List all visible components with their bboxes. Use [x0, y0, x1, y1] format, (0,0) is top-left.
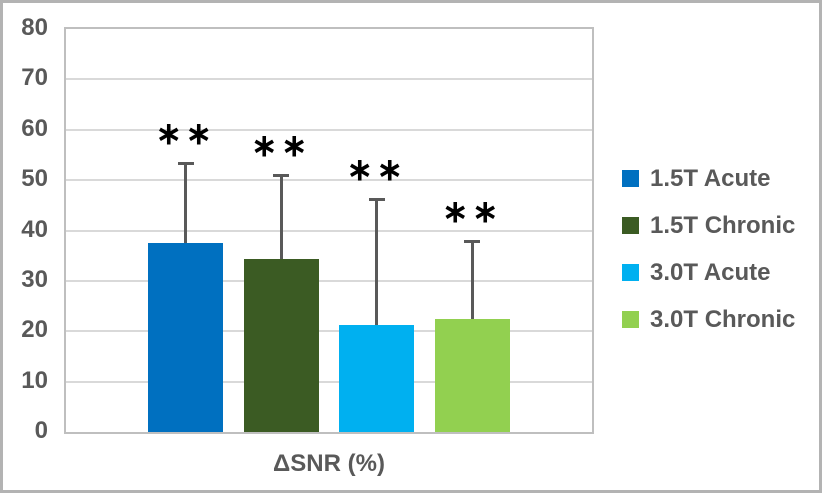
gridline — [66, 279, 592, 282]
x-axis-title: ΔSNR (%) — [273, 450, 385, 477]
significance-annotation: ∗∗ — [346, 152, 407, 188]
error-bar-line — [184, 162, 188, 244]
error-bar-cap — [464, 240, 481, 244]
bar-1-5t-chronic — [243, 259, 319, 432]
legend-swatch — [622, 264, 639, 281]
legend-swatch — [622, 311, 639, 328]
y-tick-label: 50 — [21, 165, 48, 193]
y-tick-label: 40 — [21, 215, 48, 243]
legend-item-3-0t-chronic: 3.0T Chronic — [622, 296, 795, 343]
error-bar-cap — [368, 198, 385, 202]
y-tick-label: 60 — [21, 114, 48, 142]
gridline — [66, 229, 592, 232]
bar-3-0t-chronic — [434, 318, 510, 432]
y-tick-label: 30 — [21, 265, 48, 293]
legend-swatch — [622, 217, 639, 234]
y-tick-label: 0 — [34, 417, 48, 444]
gridline — [66, 330, 592, 333]
legend-label: 3.0T Chronic — [650, 305, 796, 333]
y-tick-label: 80 — [21, 14, 48, 41]
gridline — [66, 179, 592, 182]
gridline — [66, 380, 592, 383]
gridline — [66, 78, 592, 81]
legend-swatch — [622, 170, 639, 187]
legend-item-1-5t-acute: 1.5T Acute — [622, 155, 795, 202]
y-axis: 0 10 20 30 40 50 60 70 80 — [3, 3, 48, 490]
plot-area: ∗∗ ∗∗ ∗∗ ∗∗ — [64, 27, 594, 434]
error-bar-cap — [273, 173, 290, 177]
error-bar-cap — [177, 162, 194, 166]
error-bar-line — [279, 173, 283, 260]
y-tick-label: 70 — [21, 64, 48, 92]
significance-annotation: ∗∗ — [442, 194, 503, 230]
legend-item-3-0t-acute: 3.0T Acute — [622, 249, 795, 296]
significance-annotation: ∗∗ — [251, 127, 312, 163]
legend-item-1-5t-chronic: 1.5T Chronic — [622, 202, 795, 249]
legend: 1.5T Acute 1.5T Chronic 3.0T Acute 3.0T Chr… — [622, 155, 795, 343]
bar-1-5t-acute — [148, 243, 224, 432]
legend-label: 3.0T Acute — [650, 258, 771, 286]
legend-label: 1.5T Acute — [650, 164, 771, 192]
y-tick-label: 20 — [21, 316, 48, 344]
error-bar-line — [470, 240, 474, 319]
gridline — [66, 128, 592, 131]
error-bar-line — [375, 198, 379, 326]
bar-3-0t-acute — [339, 325, 415, 432]
significance-annotation: ∗∗ — [155, 116, 216, 152]
legend-label: 1.5T Chronic — [650, 211, 796, 239]
y-tick-label: 10 — [21, 366, 48, 394]
